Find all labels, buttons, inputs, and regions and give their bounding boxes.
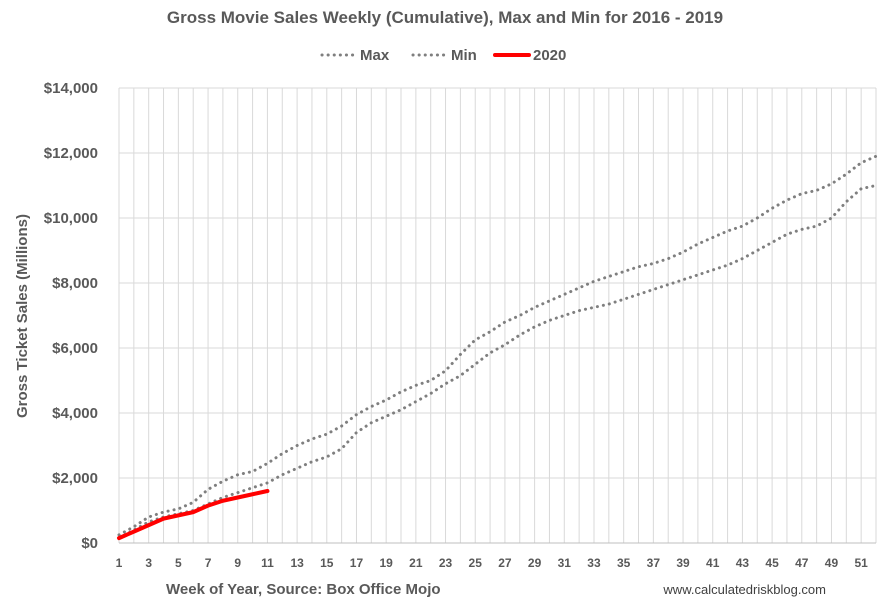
- x-tick-label: 17: [350, 556, 364, 570]
- x-tick-label: 43: [736, 556, 750, 570]
- y-axis-title: Gross Ticket Sales (Millions): [14, 214, 31, 418]
- legend-label-min: Min: [451, 47, 477, 64]
- x-tick-label: 45: [765, 556, 779, 570]
- x-tick-label: 33: [587, 556, 601, 570]
- chart-title: Gross Movie Sales Weekly (Cumulative), M…: [167, 8, 723, 27]
- legend-label-max: Max: [360, 47, 390, 64]
- x-tick-label: 39: [676, 556, 690, 570]
- y-tick-label: $8,000: [52, 275, 98, 292]
- y-tick-label: $0: [81, 535, 98, 552]
- y-tick-label: $4,000: [52, 405, 98, 422]
- x-tick-label: 27: [498, 556, 512, 570]
- x-tick-label: 47: [795, 556, 809, 570]
- legend: Max Min 2020: [320, 47, 566, 64]
- x-axis-ticks: 1 3 5 7 9 11 13 15 17 19 21 23 25 27 29 31 33 35 37 39 41 43 4…: [116, 556, 868, 570]
- x-tick-label: 3: [145, 556, 152, 570]
- y-tick-label: $12,000: [44, 145, 98, 162]
- x-tick-label: 49: [825, 556, 839, 570]
- y-tick-label: $2,000: [52, 470, 98, 487]
- x-tick-label: 37: [647, 556, 661, 570]
- x-tick-label: 1: [116, 556, 123, 570]
- y-axis-ticks: $0 $2,000 $4,000 $6,000 $8,000 $10,000 $12,000…: [44, 80, 98, 552]
- y-tick-label: $6,000: [52, 340, 98, 357]
- x-tick-label: 51: [854, 556, 868, 570]
- series-layer: [117, 154, 878, 541]
- x-tick-label: 7: [205, 556, 212, 570]
- x-tick-label: 13: [290, 556, 304, 570]
- x-tick-label: 35: [617, 556, 631, 570]
- x-axis-title: Week of Year, Source: Box Office Mojo: [166, 581, 441, 598]
- x-tick-label: 11: [261, 556, 274, 570]
- x-tick-label: 23: [439, 556, 453, 570]
- gridlines: [118, 87, 877, 544]
- y-tick-label: $14,000: [44, 80, 98, 97]
- x-tick-label: 41: [706, 556, 720, 570]
- x-tick-label: 5: [175, 556, 182, 570]
- source-note: www.calculatedriskblog.com: [662, 582, 826, 597]
- x-tick-label: 29: [528, 556, 542, 570]
- x-tick-label: 25: [469, 556, 483, 570]
- x-tick-label: 31: [558, 556, 572, 570]
- x-tick-label: 15: [320, 556, 334, 570]
- x-tick-label: 21: [409, 556, 423, 570]
- series-line-2020: [117, 489, 270, 541]
- y-tick-label: $10,000: [44, 210, 98, 227]
- x-tick-label: 19: [379, 556, 393, 570]
- series-line-min: [117, 184, 878, 540]
- legend-label-2020: 2020: [533, 47, 566, 64]
- x-tick-label: 9: [234, 556, 241, 570]
